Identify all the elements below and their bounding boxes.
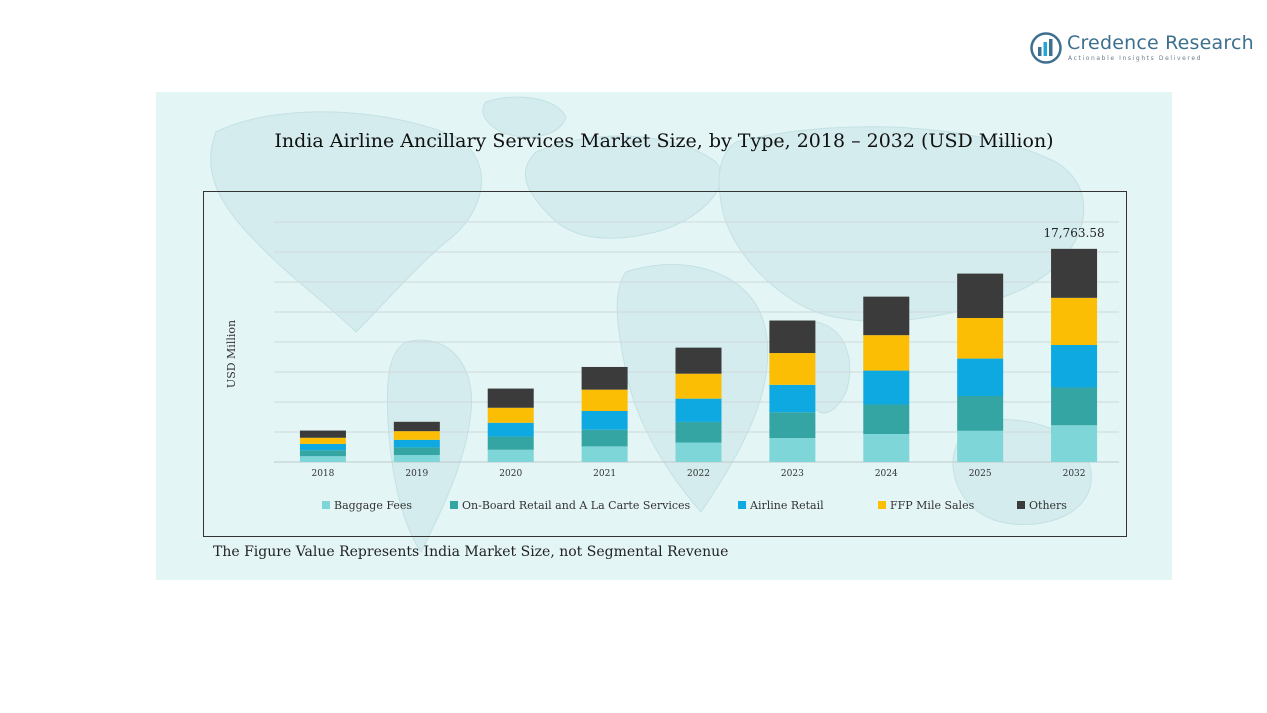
x-tick-label: 2032 xyxy=(1063,469,1086,479)
bar-segment xyxy=(863,404,910,435)
bar-segment xyxy=(769,384,816,413)
legend-label: Others xyxy=(1029,499,1067,512)
bar-segment xyxy=(863,434,910,462)
bar-segment xyxy=(863,296,910,336)
bar-segment xyxy=(299,437,346,444)
bar-segment xyxy=(581,389,628,411)
x-tick-label: 2025 xyxy=(969,469,992,479)
bar-segment xyxy=(957,430,1004,462)
bar-segment xyxy=(1051,345,1098,388)
bar-segment xyxy=(769,353,816,385)
legend-label: FFP Mile Sales xyxy=(890,499,975,512)
bar-segment xyxy=(299,456,346,462)
x-tick-label: 2024 xyxy=(875,469,898,479)
chart-panel: India Airline Ancillary Services Market … xyxy=(156,92,1172,580)
bar-segment xyxy=(675,421,722,443)
bar-segment xyxy=(581,446,628,462)
bar-segment xyxy=(1051,297,1098,345)
credence-logo-icon xyxy=(1030,32,1062,64)
bar-segment xyxy=(487,449,534,462)
x-tick-label: 2018 xyxy=(311,469,334,479)
legend-swatch xyxy=(1017,501,1025,509)
bar-segment xyxy=(299,430,346,438)
bar-segment xyxy=(393,421,440,432)
bar-segment xyxy=(487,422,534,437)
bar-segment xyxy=(957,273,1004,318)
bar-segment xyxy=(581,366,628,390)
legend-label: On-Board Retail and A La Carte Services xyxy=(462,499,691,512)
chart-footnote: The Figure Value Represents India Market… xyxy=(213,544,729,560)
legend-label: Airline Retail xyxy=(749,499,824,512)
bar-segment xyxy=(299,450,346,457)
bar-segment xyxy=(581,429,628,447)
bar-segment xyxy=(1051,425,1098,462)
bar-segment xyxy=(675,373,722,399)
bar-segment xyxy=(675,442,722,462)
bar-segment xyxy=(487,436,534,450)
bar-segment xyxy=(769,438,816,462)
brand-name: Credence Research xyxy=(1067,32,1254,54)
bar-segment xyxy=(393,455,440,462)
legend-swatch xyxy=(738,501,746,509)
data-label: 17,763.58 xyxy=(1044,226,1105,240)
legend-label: Baggage Fees xyxy=(334,499,412,512)
bar-segment xyxy=(1051,248,1098,298)
brand-logo: Credence Research Actionable Insights De… xyxy=(1030,30,1254,66)
x-tick-label: 2020 xyxy=(499,469,522,479)
bar-segment xyxy=(675,347,722,374)
x-tick-label: 2021 xyxy=(593,469,616,479)
stacked-bar-chart: USD Million 2018 2019 2020 2021 2022 2023 2024 2… xyxy=(225,221,1119,512)
bar-segment xyxy=(675,398,722,422)
legend-swatch xyxy=(450,501,458,509)
bar-segment xyxy=(957,396,1004,431)
bar-segment xyxy=(393,447,440,456)
bar-segment xyxy=(769,412,816,438)
bar-segment xyxy=(581,411,628,430)
x-tick-label: 2022 xyxy=(687,469,710,479)
bar-segment xyxy=(957,318,1004,359)
bar-segment xyxy=(487,388,534,408)
bar-segment xyxy=(957,358,1004,396)
bar-segment xyxy=(393,431,440,440)
bar-segment xyxy=(299,443,346,451)
bar-segment xyxy=(863,335,910,371)
y-axis-label: USD Million xyxy=(225,320,238,388)
brand-tagline: Actionable Insights Delivered xyxy=(1068,55,1203,62)
chart-title: India Airline Ancillary Services Market … xyxy=(274,130,1054,152)
x-tick-label: 2019 xyxy=(405,469,428,479)
bar-segment xyxy=(487,407,534,423)
x-tick-label: 2023 xyxy=(781,469,804,479)
legend-swatch xyxy=(878,501,886,509)
bar-segment xyxy=(1051,387,1098,426)
chart-frame: USD Million 2018 2019 2020 2021 2022 2023 2024 2… xyxy=(203,191,1127,537)
bar-segment xyxy=(769,320,816,354)
legend-swatch xyxy=(322,501,330,509)
bar-segment xyxy=(393,439,440,448)
bar-segment xyxy=(863,370,910,405)
